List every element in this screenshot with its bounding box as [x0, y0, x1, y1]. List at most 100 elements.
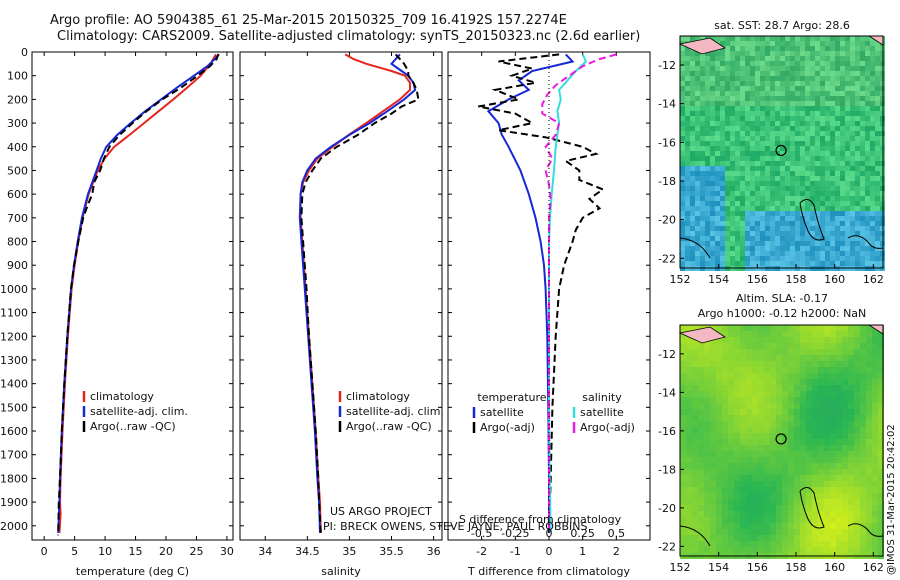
- sst-cell: [790, 216, 795, 221]
- sst-cell: [705, 51, 710, 56]
- sla-cell: [698, 469, 704, 475]
- sst-cell: [850, 241, 855, 246]
- sst-cell: [685, 101, 690, 106]
- sst-cell: [800, 146, 805, 151]
- sst-cell: [840, 196, 845, 201]
- sla-cell: [764, 433, 770, 439]
- sla-cell: [800, 439, 806, 445]
- sla-cell: [710, 379, 716, 385]
- sla-cell: [818, 529, 824, 535]
- sst-cell: [780, 221, 785, 226]
- sla-cell: [848, 499, 854, 505]
- sst-cell: [820, 231, 825, 236]
- sst-cell: [760, 186, 765, 191]
- sst-cell: [770, 171, 775, 176]
- sst-cell: [730, 141, 735, 146]
- sla-cell: [698, 391, 704, 397]
- sst-cell: [800, 226, 805, 231]
- sla-cell: [848, 385, 854, 391]
- sst-cell: [855, 221, 860, 226]
- sla-cell: [716, 529, 722, 535]
- sst-cell: [685, 56, 690, 61]
- sla-cell: [818, 493, 824, 499]
- sla-cell: [842, 445, 848, 451]
- sst-cell: [795, 56, 800, 61]
- sst-cell: [825, 76, 830, 81]
- sla-cell: [854, 337, 860, 343]
- sst-cell: [700, 226, 705, 231]
- sst-cell: [775, 96, 780, 101]
- sst-cell: [730, 41, 735, 46]
- sla-cell: [842, 361, 848, 367]
- sla-cell: [872, 529, 878, 535]
- sla-cell: [692, 355, 698, 361]
- sst-cell: [715, 56, 720, 61]
- sst-cell: [850, 56, 855, 61]
- temperature-series-argo---raw--qc-: [57, 53, 220, 536]
- sst-cell: [685, 226, 690, 231]
- sst-cell: [830, 256, 835, 261]
- title-line-2: Climatology: CARS2009. Satellite-adjuste…: [57, 29, 641, 44]
- temperature-series-satellite-adj--clim-: [57, 53, 220, 533]
- sst-cell: [745, 86, 750, 91]
- sla-cell: [818, 331, 824, 337]
- sst-cell: [865, 106, 870, 111]
- sla-cell: [872, 475, 878, 481]
- sst-cell: [775, 161, 780, 166]
- sst-cell: [855, 236, 860, 241]
- sla-cell: [842, 337, 848, 343]
- sst-cell: [875, 261, 880, 266]
- sst-cell: [810, 216, 815, 221]
- sst-cell: [820, 206, 825, 211]
- sst-cell: [710, 81, 715, 86]
- sst-cell: [740, 131, 745, 136]
- sst-cell: [710, 211, 715, 216]
- sst-cell: [725, 201, 730, 206]
- project-note-line2: PI: BRECK OWENS, STEVE JAYNE, PAUL ROBBI…: [323, 520, 588, 533]
- sla-cell: [836, 433, 842, 439]
- sla-cell: [728, 505, 734, 511]
- sla-cell: [776, 373, 782, 379]
- sla-cell: [782, 493, 788, 499]
- sla-cell: [692, 517, 698, 523]
- sst-cell: [695, 226, 700, 231]
- sst-cell: [755, 66, 760, 71]
- sla-cell: [746, 391, 752, 397]
- sst-cell: [845, 221, 850, 226]
- sst-cell: [815, 196, 820, 201]
- sst-cell: [760, 191, 765, 196]
- sst-cell: [740, 176, 745, 181]
- sla-cell: [764, 373, 770, 379]
- sla-cell: [716, 355, 722, 361]
- sst-cell: [840, 161, 845, 166]
- sla-cell: [824, 523, 830, 529]
- sst-cell: [715, 36, 720, 41]
- sla-cell: [782, 355, 788, 361]
- sst-cell: [770, 81, 775, 86]
- sst-cell: [720, 96, 725, 101]
- sst-cell: [865, 186, 870, 191]
- sst-cell: [850, 251, 855, 256]
- sst-cell: [725, 136, 730, 141]
- sst-cell: [710, 61, 715, 66]
- sst-cell: [835, 206, 840, 211]
- sst-cell: [875, 96, 880, 101]
- sst-cell: [755, 76, 760, 81]
- sst-cell: [760, 171, 765, 176]
- sla-cell: [758, 379, 764, 385]
- sla-cell: [824, 403, 830, 409]
- sst-cell: [790, 101, 795, 106]
- sst-cell: [855, 106, 860, 111]
- sla-cell: [716, 361, 722, 367]
- sla-cell: [704, 349, 710, 355]
- sst-cell: [720, 236, 725, 241]
- sst-cell: [710, 96, 715, 101]
- sst-cell: [730, 131, 735, 136]
- salinity-xtick-label: 36: [427, 545, 441, 558]
- sst-cell: [715, 171, 720, 176]
- sst-cell: [790, 51, 795, 56]
- sla-cell: [752, 355, 758, 361]
- sla-cell: [686, 385, 692, 391]
- lat-tick-label: -20: [658, 502, 676, 515]
